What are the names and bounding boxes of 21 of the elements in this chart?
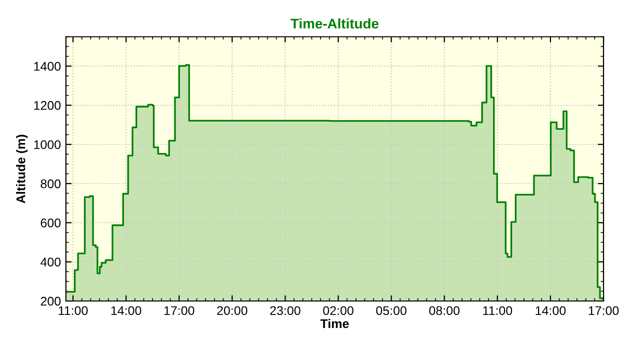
- y-tick-label: 400: [40, 258, 61, 267]
- chart-title: Time-Altitude: [290, 18, 378, 29]
- x-tick-label: 11:00: [58, 306, 88, 316]
- x-tick-label: 08:00: [429, 306, 460, 316]
- x-tick-label: 17:00: [164, 306, 194, 316]
- y-tick-label: 1400: [34, 62, 61, 71]
- y-tick-label: 200: [40, 296, 61, 306]
- x-tick-label: 14:00: [536, 306, 566, 316]
- y-tick-label: 1000: [34, 140, 61, 150]
- x-tick-label: 23:00: [270, 306, 300, 316]
- y-tick-label: 1200: [34, 101, 61, 110]
- y-axis-title: Altitude (m): [16, 134, 28, 204]
- x-tick-label: 20:00: [217, 306, 248, 316]
- y-tick-label: 800: [40, 179, 61, 188]
- x-tick-label: 05:00: [376, 306, 406, 316]
- x-tick-label: 14:00: [111, 306, 142, 316]
- x-tick-label: 17:00: [588, 306, 619, 316]
- x-tick-label: 02:00: [323, 306, 354, 316]
- x-tick-label: 11:00: [483, 306, 512, 316]
- y-tick-label: 600: [40, 218, 61, 228]
- x-axis-title: Time: [320, 318, 349, 328]
